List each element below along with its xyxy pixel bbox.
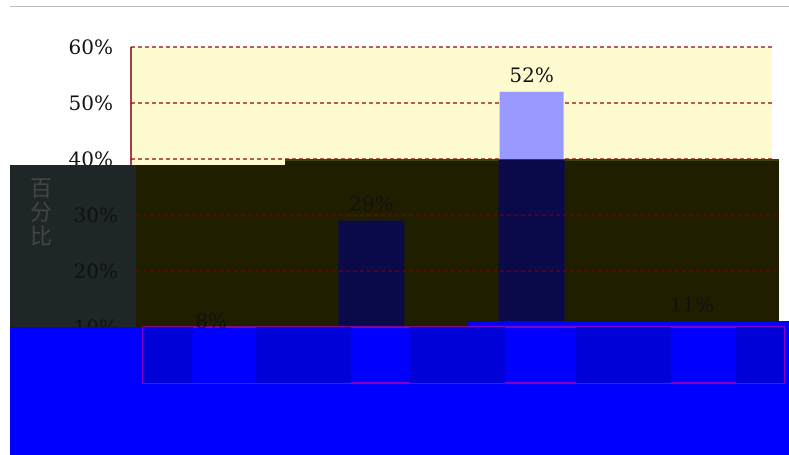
bar-overlay [338,220,405,327]
data-label: 29% [349,192,393,216]
data-label: 11% [670,292,714,316]
bar-overlay [498,160,565,327]
overlay-blue-band [10,321,789,455]
y-axis-title: 百分比 [30,177,53,250]
overlay-blue-block [410,327,505,383]
bar-in-band [192,338,256,383]
overlay-blue-block [576,327,671,383]
overlay-left-panel [10,165,136,327]
overlay-blue-block [143,327,193,383]
data-label: 8% [195,309,227,333]
frame-top [10,6,789,7]
y-tick-label: 60% [69,35,113,59]
y-tick-label-overlay: 20% [74,259,118,283]
y-tick-label: 50% [69,91,113,115]
overlay-dark-region [136,159,779,327]
overlay-blue-block [736,327,784,383]
y-tick-label-overlay: 30% [74,203,118,227]
data-label: 52% [509,63,553,87]
overlay-blue-block [256,327,351,383]
